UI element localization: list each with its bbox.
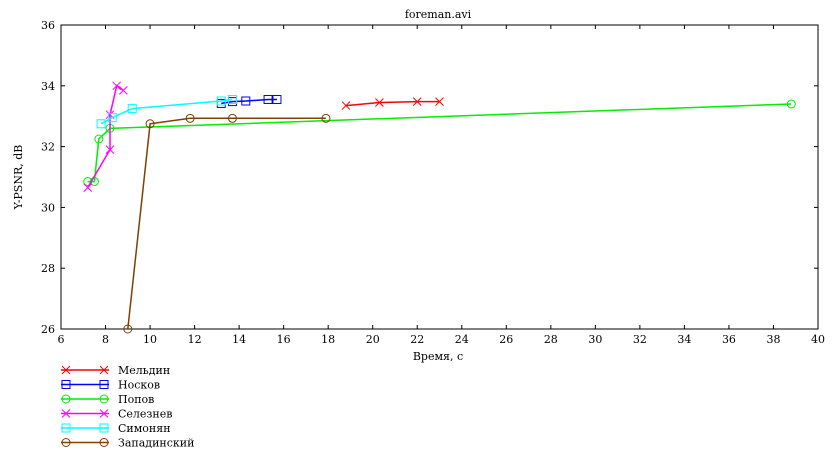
x-tick-label: 26 [499, 333, 513, 346]
x-tick-label: 14 [232, 333, 246, 346]
data-point [227, 94, 237, 104]
x-tick-label: 22 [410, 333, 424, 346]
data-point [435, 97, 444, 106]
series-4 [96, 94, 237, 129]
y-tick-label: 34 [41, 80, 55, 93]
axis-ticks: 6 8 10 12 14 16 18 20 22 24 26 28 30 32 34 36 38 40 26 28 30… [41, 19, 825, 346]
series-line [127, 117, 326, 330]
legend-marker [61, 394, 71, 404]
y-tick-label: 28 [41, 262, 55, 275]
legend-marker [61, 380, 71, 389]
legend-marker [61, 365, 71, 375]
legend-item: Попов [61, 393, 154, 406]
data-point [321, 113, 331, 123]
x-tick-label: 36 [722, 333, 736, 346]
data-point [127, 104, 137, 114]
data-point [272, 94, 282, 104]
data-point [83, 183, 93, 192]
x-tick-label: 24 [455, 333, 469, 346]
x-tick-label: 12 [188, 333, 202, 346]
legend-marker [99, 394, 109, 404]
data-point [123, 324, 133, 334]
legend-item: Мельдин [61, 364, 170, 377]
legend-label: Мельдин [118, 364, 170, 377]
data-point [94, 134, 104, 144]
series-group [83, 81, 796, 334]
y-tick-label: 26 [41, 323, 55, 336]
data-point [107, 113, 117, 123]
legend-item: Селезнев [61, 408, 172, 421]
data-point [412, 97, 422, 106]
legend-item: Носков [61, 379, 160, 392]
x-tick-label: 18 [321, 333, 335, 346]
chart-title: foreman.avi [405, 8, 472, 21]
legend-marker [99, 438, 109, 447]
data-point [118, 86, 128, 95]
y-tick-label: 30 [41, 201, 55, 214]
data-point [105, 145, 115, 154]
x-tick-label: 10 [143, 333, 157, 346]
legend-label: Носков [118, 379, 160, 392]
legend-marker [61, 438, 71, 447]
data-point [263, 94, 273, 104]
legend-marker [61, 423, 71, 433]
legend-marker [99, 409, 109, 418]
series-1 [216, 94, 282, 108]
legend-marker [99, 365, 109, 375]
x-tick-label: 28 [544, 333, 558, 346]
x-tick-label: 32 [633, 333, 647, 346]
legend-marker [99, 380, 109, 389]
data-point [375, 98, 384, 107]
legend-marker [61, 409, 71, 418]
series-0 [341, 97, 444, 110]
y-tick-label: 36 [41, 19, 55, 32]
x-axis-label: Время, с [413, 350, 463, 363]
legend-label: Попов [118, 393, 154, 406]
series-line [87, 84, 124, 188]
legend-marker [99, 423, 109, 433]
data-point [185, 113, 195, 123]
x-tick-label: 34 [677, 333, 691, 346]
y-tick-label: 32 [41, 141, 55, 154]
data-point [341, 101, 351, 110]
data-point [145, 119, 155, 129]
data-point [216, 96, 226, 106]
series-2 [83, 99, 796, 187]
x-tick-label: 20 [366, 333, 380, 346]
legend-label: Селезнев [118, 408, 172, 421]
data-point [786, 99, 796, 109]
x-tick-label: 6 [58, 333, 65, 346]
series-5 [123, 113, 331, 334]
series-line [345, 100, 440, 107]
data-point [227, 113, 237, 123]
legend-label: Симонян [118, 422, 171, 435]
plot-frame [60, 24, 819, 330]
data-point [112, 81, 122, 91]
x-tick-label: 8 [102, 333, 109, 346]
x-tick-label: 30 [588, 333, 602, 346]
legend-item: Западинский [61, 437, 194, 450]
data-point [241, 96, 251, 106]
x-tick-label: 40 [811, 333, 825, 346]
legend-item: Симонян [61, 422, 171, 435]
series-line [100, 98, 233, 125]
data-point [96, 119, 106, 129]
x-tick-label: 38 [766, 333, 780, 346]
x-tick-label: 16 [277, 333, 291, 346]
y-axis-label: Y-PSNR, dB [12, 145, 25, 211]
legend-label: Западинский [118, 437, 194, 450]
series-3 [83, 81, 128, 192]
